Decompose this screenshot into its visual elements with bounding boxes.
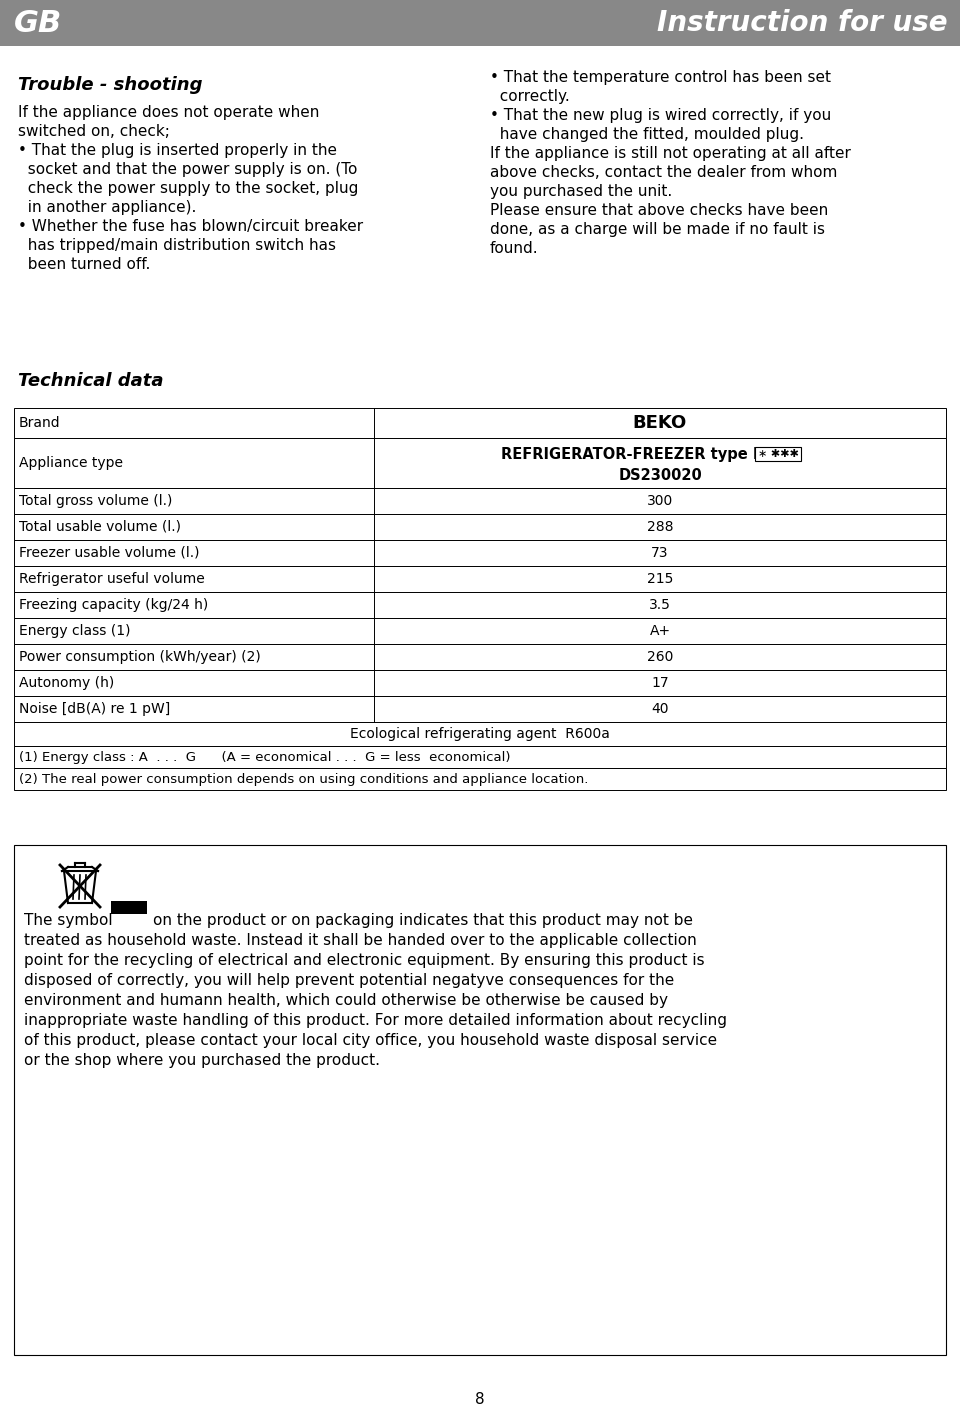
Text: or the shop where you purchased the product.: or the shop where you purchased the prod… <box>24 1053 380 1069</box>
Text: disposed of correctly, you will help prevent potential negatyve consequences for: disposed of correctly, you will help pre… <box>24 973 674 988</box>
Text: has tripped/main distribution switch has: has tripped/main distribution switch has <box>18 238 336 253</box>
Text: Brand: Brand <box>19 416 60 430</box>
Text: 300: 300 <box>647 494 673 508</box>
Text: switched on, check;: switched on, check; <box>18 123 170 139</box>
Text: (2) The real power consumption depends on using conditions and appliance locatio: (2) The real power consumption depends o… <box>19 772 588 786</box>
Text: socket and that the power supply is on. (To: socket and that the power supply is on. … <box>18 162 357 177</box>
Text: A+: A+ <box>649 624 671 639</box>
Bar <box>14 768 946 790</box>
Bar <box>14 592 946 619</box>
Text: been turned off.: been turned off. <box>18 257 151 272</box>
Text: treated as household waste. Instead it shall be handed over to the applicable co: treated as household waste. Instead it s… <box>24 934 697 948</box>
Text: inappropriate waste handling of this product. For more detailed information abou: inappropriate waste handling of this pro… <box>24 1013 727 1027</box>
Text: 288: 288 <box>647 519 673 534</box>
Text: Autonomy (h): Autonomy (h) <box>19 675 114 690</box>
Text: 17: 17 <box>651 675 669 690</box>
Text: of this product, please contact your local city office, you household waste disp: of this product, please contact your loc… <box>24 1033 717 1049</box>
Bar <box>14 409 946 438</box>
Text: DS230020: DS230020 <box>618 467 702 482</box>
Text: (1) Energy class : A  . . .  G      (A = economical . . .  G = less  economical): (1) Energy class : A . . . G (A = econom… <box>19 751 511 763</box>
Bar <box>14 722 946 746</box>
Bar <box>14 644 946 670</box>
Bar <box>14 746 946 768</box>
Bar <box>14 619 946 644</box>
Bar <box>14 670 946 695</box>
Text: have changed the fitted, moulded plug.: have changed the fitted, moulded plug. <box>490 126 804 142</box>
Text: 8: 8 <box>475 1392 485 1408</box>
Text: you purchased the unit.: you purchased the unit. <box>490 184 672 199</box>
Text: Please ensure that above checks have been: Please ensure that above checks have bee… <box>490 203 828 219</box>
Bar <box>14 566 946 592</box>
Text: point for the recycling of electrical and electronic equipment. By ensuring this: point for the recycling of electrical an… <box>24 954 705 968</box>
Text: Appliance type: Appliance type <box>19 455 123 470</box>
Text: done, as a charge will be made if no fault is: done, as a charge will be made if no fau… <box>490 221 825 237</box>
Text: Ecological refrigerating agent  R600a: Ecological refrigerating agent R600a <box>350 727 610 741</box>
Text: BEKO: BEKO <box>633 414 687 431</box>
Text: 73: 73 <box>651 546 669 561</box>
Text: Trouble - shooting: Trouble - shooting <box>18 77 203 94</box>
Text: environment and humann health, which could otherwise be otherwise be caused by: environment and humann health, which cou… <box>24 993 668 1007</box>
Text: on the product or on packaging indicates that this product may not be: on the product or on packaging indicates… <box>153 912 693 928</box>
Text: above checks, contact the dealer from whom: above checks, contact the dealer from wh… <box>490 165 837 180</box>
Bar <box>14 695 946 722</box>
Text: • That the temperature control has been set: • That the temperature control has been … <box>490 70 831 85</box>
Text: correctly.: correctly. <box>490 89 569 104</box>
Text: The symbol: The symbol <box>24 912 112 928</box>
Text: Noise [dB(A) re 1 pW]: Noise [dB(A) re 1 pW] <box>19 702 170 717</box>
Bar <box>14 844 946 1355</box>
Text: • Whether the fuse has blown/circuit breaker: • Whether the fuse has blown/circuit bre… <box>18 219 363 234</box>
Text: check the power supply to the socket, plug: check the power supply to the socket, pl… <box>18 182 358 196</box>
Text: • That the plug is inserted properly in the: • That the plug is inserted properly in … <box>18 143 337 158</box>
Text: Total usable volume (l.): Total usable volume (l.) <box>19 519 181 534</box>
Text: 3.5: 3.5 <box>649 597 671 612</box>
Text: Power consumption (kWh/year) (2): Power consumption (kWh/year) (2) <box>19 650 261 664</box>
Text: • That the new plug is wired correctly, if you: • That the new plug is wired correctly, … <box>490 108 831 123</box>
Bar <box>14 488 946 514</box>
Text: Freezer usable volume (l.): Freezer usable volume (l.) <box>19 546 200 561</box>
Text: Instruction for use: Instruction for use <box>658 9 948 37</box>
Text: If the appliance does not operate when: If the appliance does not operate when <box>18 105 320 121</box>
Text: Refrigerator useful volume: Refrigerator useful volume <box>19 572 204 586</box>
Bar <box>111 901 147 914</box>
Text: ∗ ✱✱✱: ∗ ✱✱✱ <box>757 448 799 458</box>
Text: Technical data: Technical data <box>18 372 163 390</box>
Text: found.: found. <box>490 241 539 255</box>
Text: REFRIGERATOR-FREEZER type I: REFRIGERATOR-FREEZER type I <box>501 447 758 461</box>
Text: GB: GB <box>14 9 62 37</box>
Text: 215: 215 <box>647 572 673 586</box>
Text: 260: 260 <box>647 650 673 664</box>
Text: in another appliance).: in another appliance). <box>18 200 197 216</box>
Bar <box>14 541 946 566</box>
Text: If the appliance is still not operating at all after: If the appliance is still not operating … <box>490 146 851 160</box>
Bar <box>0 0 960 45</box>
Bar <box>14 438 946 488</box>
Text: Energy class (1): Energy class (1) <box>19 624 131 639</box>
Text: 40: 40 <box>651 702 669 717</box>
Text: Freezing capacity (kg/24 h): Freezing capacity (kg/24 h) <box>19 597 208 612</box>
Text: Total gross volume (l.): Total gross volume (l.) <box>19 494 173 508</box>
Bar <box>14 514 946 541</box>
